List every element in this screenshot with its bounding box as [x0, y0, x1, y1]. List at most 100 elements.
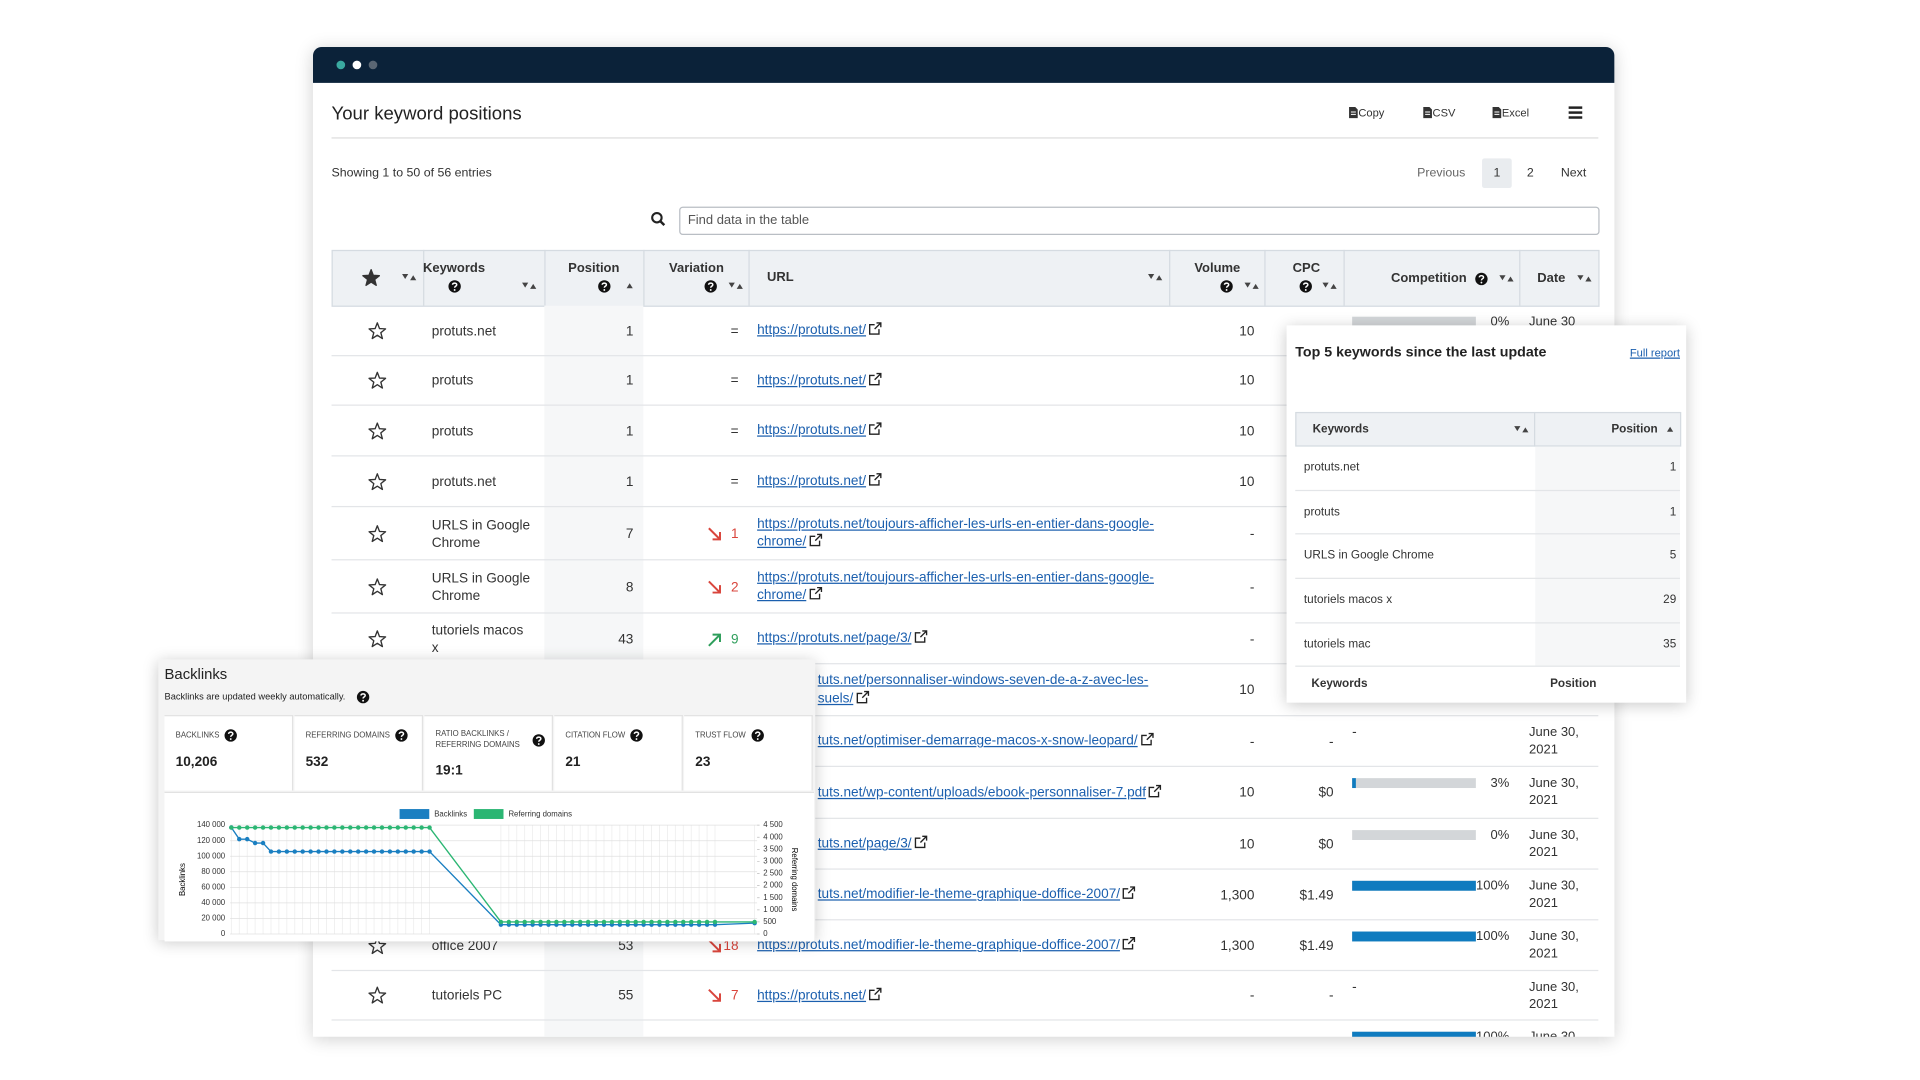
- ext-box: [869, 424, 880, 436]
- top5-column-header[interactable]: Position: [1611, 422, 1658, 437]
- y2-tick-label: 3 500: [763, 844, 783, 853]
- sort-icon[interactable]: [1663, 424, 1678, 434]
- url-link[interactable]: tuts.net/wp-content/uploads/ebook-person…: [817, 785, 1147, 801]
- favorite-star[interactable]: [367, 371, 387, 391]
- series-point: [276, 825, 282, 830]
- sort-icon[interactable]: [728, 281, 744, 291]
- ext-arrow: [1128, 886, 1136, 894]
- menu-bar: [1568, 111, 1583, 114]
- variation-value: 18: [723, 938, 739, 954]
- row-divider: [331, 663, 1599, 665]
- y-tick-label: 80 000: [201, 867, 225, 876]
- url-link[interactable]: https://protuts.net/page/3/: [757, 631, 912, 647]
- column-header[interactable]: Keywords: [422, 261, 486, 276]
- url-link[interactable]: https://protuts.net/toujours-afficher-le…: [757, 569, 1154, 603]
- favorite-star[interactable]: [367, 524, 387, 544]
- search-input[interactable]: [679, 206, 1600, 236]
- favorite-star[interactable]: [361, 268, 381, 288]
- series-point: [673, 919, 678, 925]
- series-line: [231, 826, 755, 923]
- url-link[interactable]: https://protuts.net/: [757, 988, 867, 1003]
- trend-arrow: [708, 988, 721, 1002]
- external-link-icon: [869, 987, 882, 1000]
- sort-icon[interactable]: [522, 281, 537, 291]
- sort-icon[interactable]: [1322, 281, 1337, 291]
- sort-icon[interactable]: [1577, 273, 1592, 283]
- url-link[interactable]: https://protuts.net/: [757, 474, 867, 489]
- export-button[interactable]: Copy: [1358, 106, 1385, 119]
- competition-label: 3%: [1490, 775, 1510, 791]
- column-header[interactable]: Competition: [1390, 270, 1467, 286]
- series-point: [562, 919, 567, 925]
- cpc-cell: $1.49: [1299, 938, 1334, 954]
- url-link[interactable]: https://protuts.net/: [757, 323, 867, 339]
- top5-column-header[interactable]: Keywords: [1312, 422, 1369, 437]
- url-link[interactable]: tuts.net/optimiser-demarrage-macos-x-sno…: [817, 733, 1138, 749]
- help-mark: [1223, 281, 1229, 288]
- url-cell: tuts.net/modifier-le-theme-graphique-dof…: [818, 870, 1164, 921]
- sort-icon[interactable]: [1514, 424, 1529, 434]
- url-wrap: tuts.net/optimiser-demarrage-macos-x-sno…: [818, 733, 1164, 751]
- stat-label: BACKLINKS: [175, 731, 220, 740]
- sort-up: [626, 283, 633, 289]
- pagination-item[interactable]: 2: [1526, 166, 1534, 180]
- favorite-star[interactable]: [367, 936, 387, 956]
- pagination-item[interactable]: Previous: [1417, 166, 1466, 180]
- url-link[interactable]: https://protuts.net/modifier-le-theme-gr…: [757, 938, 1120, 953]
- favorite-star[interactable]: [367, 472, 387, 492]
- favorite-star[interactable]: [367, 577, 387, 597]
- keyword-cell: protuts.net: [431, 474, 497, 490]
- pagination-item[interactable]: 1: [1493, 166, 1501, 180]
- external-link-icon: [809, 533, 822, 547]
- date-cell: June 30, 2021: [1529, 724, 1579, 758]
- url-link[interactable]: tuts.net/page/3/: [817, 836, 912, 852]
- favorite-star[interactable]: [367, 629, 387, 649]
- column-header[interactable]: URL: [767, 269, 794, 285]
- y2-tick-label: 0: [763, 929, 768, 938]
- favorite-star[interactable]: [367, 421, 387, 441]
- row-divider: [331, 765, 1599, 768]
- column-header[interactable]: Date: [1537, 270, 1566, 286]
- top5-footer: Position: [1550, 677, 1597, 691]
- url-link[interactable]: https://protuts.net/: [757, 423, 867, 439]
- series-point: [577, 919, 583, 925]
- favorite-star[interactable]: [367, 986, 387, 1006]
- sort-icon[interactable]: [1148, 272, 1163, 282]
- competition-track: [1352, 778, 1476, 789]
- stat-value: 10,206: [175, 754, 218, 770]
- export-button[interactable]: Excel: [1501, 106, 1530, 119]
- y-tick-label: 0: [221, 929, 226, 938]
- favorite-star[interactable]: [367, 321, 387, 341]
- sort-icon[interactable]: [1244, 281, 1260, 291]
- pagination-item[interactable]: Next: [1560, 166, 1587, 180]
- sort-icon[interactable]: [402, 272, 417, 282]
- full-report-link[interactable]: Full report: [1629, 346, 1680, 359]
- series-point: [260, 825, 266, 830]
- column-header[interactable]: Variation: [669, 261, 724, 276]
- url-link[interactable]: tuts.net/personnaliser-windows-seven-de-…: [817, 672, 1149, 706]
- sort-icon[interactable]: [622, 281, 637, 291]
- series-point: [419, 825, 424, 830]
- sort-icon[interactable]: [1499, 273, 1514, 283]
- column-header[interactable]: CPC: [1292, 261, 1321, 276]
- competition-track: [1352, 830, 1476, 840]
- variation-cell: =: [730, 423, 739, 439]
- top5-row-divider: [1295, 533, 1680, 535]
- y2-tick-label: 2 500: [763, 869, 783, 878]
- url-link[interactable]: tuts.net/modifier-le-theme-graphique-dof…: [817, 887, 1121, 903]
- url-link[interactable]: https://protuts.net/toujours-afficher-le…: [757, 516, 1154, 550]
- row-divider: [331, 404, 1599, 406]
- url-link[interactable]: https://protuts.net/: [757, 373, 867, 389]
- arrow-shaft: [708, 526, 721, 540]
- competition-label: 100%: [1476, 929, 1510, 944]
- export-button[interactable]: CSV: [1432, 106, 1456, 119]
- cpc-cell: -: [1329, 734, 1334, 750]
- column-header[interactable]: Volume: [1194, 261, 1241, 276]
- date-cell: June 30, 2021: [1529, 929, 1579, 962]
- series-point: [332, 825, 337, 830]
- top5-row-divider: [1295, 622, 1680, 624]
- column-header[interactable]: Position: [568, 261, 620, 276]
- help-mark: [1302, 281, 1308, 288]
- series-point: [498, 919, 504, 925]
- series-point: [570, 919, 575, 925]
